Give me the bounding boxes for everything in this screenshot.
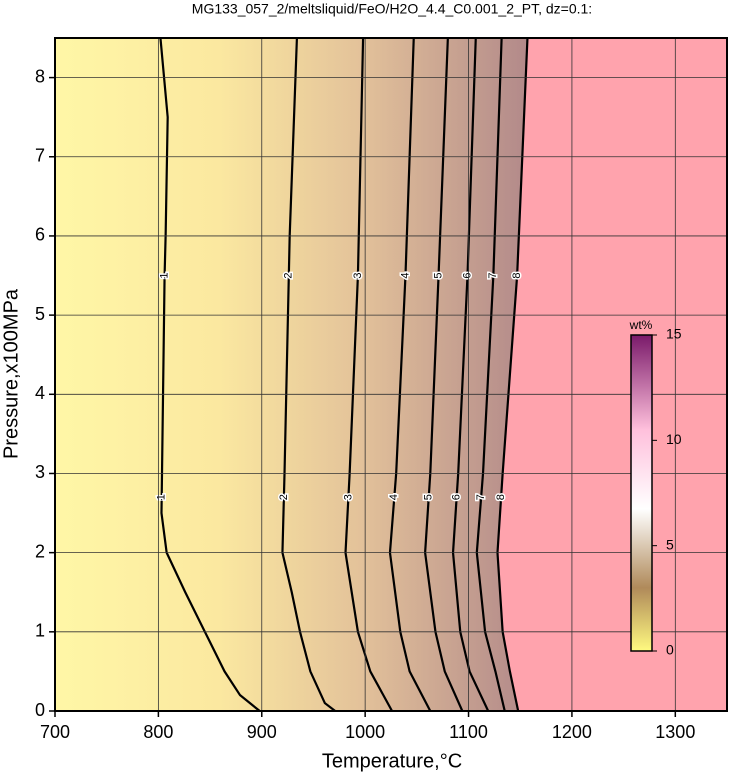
x-axis-label: Temperature,°C [322, 750, 462, 772]
y-tick-label: 4 [35, 383, 45, 403]
contour-label: 4 [399, 272, 411, 278]
contour-label: 2 [278, 494, 290, 500]
contour-label: 1 [156, 494, 168, 500]
plot-frame [54, 37, 728, 712]
contour-label: 6 [461, 272, 473, 278]
contour-label: 1 [158, 272, 170, 278]
x-tick-label: 1000 [345, 722, 385, 742]
contour-label: 7 [475, 494, 487, 500]
contour-label: 8 [511, 272, 523, 278]
x-tick-label: 900 [247, 722, 277, 742]
y-tick-label: 1 [35, 621, 45, 641]
contour-label: 5 [423, 494, 435, 500]
contour-label: 4 [388, 494, 400, 500]
contour-label: 3 [342, 494, 354, 500]
chart-title: MG133_057_2/meltsliquid/FeO/H2O_4.4_C0.0… [192, 1, 592, 17]
y-tick-label: 8 [35, 66, 45, 86]
y-tick-label: 2 [35, 541, 45, 561]
y-axis-label: Pressure,x100MPa [0, 288, 22, 459]
contour-label: 8 [495, 494, 507, 500]
outer-region [497, 38, 727, 711]
contour-label: 6 [451, 494, 463, 500]
contour-label: 3 [352, 272, 364, 278]
x-tick-label: 1200 [552, 722, 592, 742]
x-tick-label: 1100 [449, 722, 488, 742]
y-tick-label: 3 [35, 462, 45, 482]
colorbar-tick-label: 0 [666, 642, 674, 658]
colorbar-tick-label: 15 [666, 326, 682, 342]
colorbar-tick-label: 10 [666, 431, 682, 447]
y-tick-label: 5 [35, 304, 45, 324]
x-tick-label: 1300 [655, 722, 695, 742]
y-tick-label: 0 [35, 700, 45, 720]
y-tick-label: 7 [35, 146, 45, 166]
colorbar-tick-label: 5 [666, 536, 674, 552]
colorbar-label: wt% [629, 318, 653, 332]
contour-label: 2 [283, 272, 295, 278]
y-tick-label: 6 [35, 225, 45, 245]
x-tick-label: 800 [143, 722, 173, 742]
colorbar [630, 334, 653, 652]
contour-label: 7 [487, 272, 499, 278]
contour-label: 5 [432, 272, 444, 278]
x-tick-label: 700 [40, 722, 70, 742]
